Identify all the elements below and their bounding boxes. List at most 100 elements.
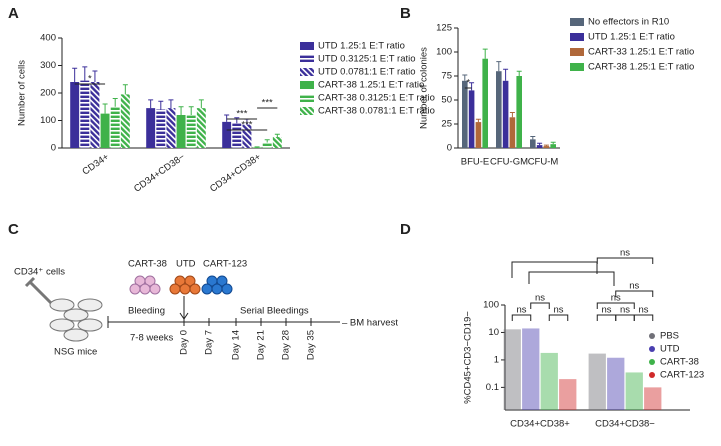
legend-swatch <box>649 359 655 365</box>
legend-swatch <box>300 55 314 63</box>
error-bar <box>516 70 522 76</box>
bracket <box>615 314 635 321</box>
annotation: ns <box>553 305 563 316</box>
bar <box>536 145 543 148</box>
x-tick-label: BFU-E <box>461 157 490 168</box>
error-bar <box>509 111 515 118</box>
product-label: CART-123 <box>203 259 247 270</box>
panel-label: C <box>8 221 19 238</box>
legend-label: UTD 0.3125:1 E:T ratio <box>318 54 416 65</box>
bracket-lines <box>511 261 615 286</box>
error-bar <box>178 106 184 115</box>
day-label: Day 35 <box>306 330 317 360</box>
day-label: Day 0 <box>179 330 190 355</box>
legend-swatch <box>649 372 655 378</box>
error-bar <box>503 68 509 81</box>
legend-swatch <box>570 18 584 26</box>
annotation: ns <box>629 281 639 292</box>
y-axis-label: Number of colonies <box>419 47 430 129</box>
cart123-cells <box>201 275 233 295</box>
utd-cells <box>169 275 201 295</box>
annotation: * <box>466 78 470 89</box>
legend-label: CART-38 0.3125:1 E:T ratio <box>318 93 435 104</box>
y-tick-label: 50 <box>441 95 452 106</box>
legend-swatch <box>570 33 584 41</box>
bar <box>80 80 90 148</box>
annotation: ns <box>620 305 630 316</box>
legend-label: PBS <box>660 331 679 342</box>
panel-label: A <box>8 5 19 22</box>
product-label: CART-38 <box>128 259 167 270</box>
bar <box>262 142 272 148</box>
bar <box>502 80 509 148</box>
bar <box>522 328 540 410</box>
y-tick-label: 100 <box>483 300 499 311</box>
error-bar <box>112 98 118 107</box>
legend-swatch <box>649 346 655 352</box>
y-axis-label: %CD45+CD3−CD19− <box>463 311 474 404</box>
error-bar <box>530 135 536 140</box>
y-tick-label: 100 <box>436 47 452 58</box>
y-tick-label: 0 <box>447 143 452 154</box>
bar <box>146 108 156 148</box>
annotation: ns <box>620 248 630 259</box>
bar <box>232 123 242 148</box>
bar <box>503 329 521 410</box>
y-tick-label: 125 <box>436 23 452 34</box>
y-axis-label: Number of cells <box>17 60 28 126</box>
annotation: *** <box>241 120 252 131</box>
x-tick-label: CD34+ <box>80 151 111 177</box>
legend-swatch <box>300 94 314 102</box>
annotation: *** <box>236 109 247 120</box>
annotation: * <box>88 74 92 85</box>
bar <box>186 115 196 148</box>
legend-label: UTD <box>660 344 680 355</box>
error-bar <box>122 84 128 95</box>
bar <box>543 146 550 148</box>
syringe <box>24 276 53 305</box>
legend-label: CART-38 1.25:1 E:T ratio <box>318 80 424 91</box>
legend-label: UTD 0.0781:1 E:T ratio <box>318 67 416 78</box>
mice-label: NSG mice <box>54 347 97 358</box>
bar <box>252 147 262 148</box>
error-bar <box>72 67 78 82</box>
bar <box>607 357 625 410</box>
error-bar <box>92 70 98 82</box>
error-bar <box>543 144 549 147</box>
legend-swatch <box>300 68 314 76</box>
legend-label: CART-38 0.0781:1 E:T ratio <box>318 106 435 117</box>
x-tick-label: CFU-GM <box>490 157 528 168</box>
annotation: ns <box>611 293 621 304</box>
legend-swatch <box>570 63 584 71</box>
error-bar <box>254 146 260 148</box>
bar <box>100 113 110 148</box>
bar <box>242 124 252 148</box>
y-tick-label: 400 <box>40 33 56 44</box>
bracket <box>530 302 550 309</box>
y-tick-label: 300 <box>40 60 56 71</box>
bar <box>462 80 468 148</box>
bracket <box>596 257 654 264</box>
annotation: ns <box>516 305 526 316</box>
annotation: ns <box>535 293 545 304</box>
annotation: *** <box>262 98 273 109</box>
error-bar <box>264 139 270 143</box>
mice <box>49 298 103 342</box>
y-tick-label: 75 <box>441 71 452 82</box>
y-tick-label: 1 <box>494 354 499 365</box>
legend-label: UTD 1.25:1 E:T ratio <box>588 32 675 43</box>
error-bar <box>198 99 204 109</box>
day-label: Day 28 <box>281 330 292 360</box>
y-tick-label: 200 <box>40 88 56 99</box>
bar <box>272 137 282 148</box>
cells-label: CD34⁺ cells <box>14 267 65 278</box>
product-label: UTD <box>176 259 196 270</box>
y-tick-label: 10 <box>488 327 499 338</box>
day-label: Day 21 <box>256 330 267 360</box>
legend-swatch <box>300 107 314 115</box>
legend-swatch <box>300 42 314 50</box>
legend-label: UTD 1.25:1 E:T ratio <box>318 41 405 52</box>
y-tick-label: 25 <box>441 119 452 130</box>
legend-label: No effectors in R10 <box>588 17 669 28</box>
